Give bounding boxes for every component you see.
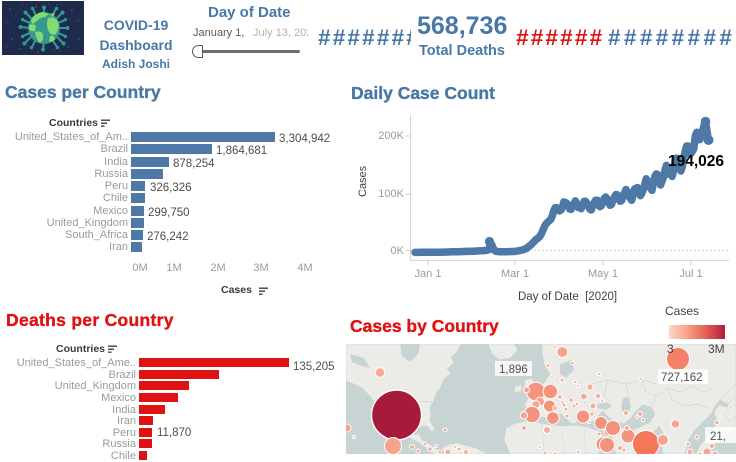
svg-text:1,896: 1,896 <box>499 364 528 376</box>
svg-text:21,: 21, <box>710 431 726 443</box>
svg-text:727,162: 727,162 <box>661 372 703 384</box>
